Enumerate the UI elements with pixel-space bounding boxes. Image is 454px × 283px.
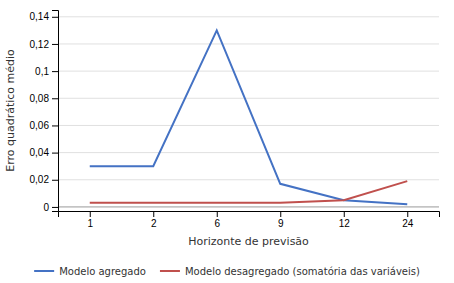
plot: 00,020,040,060,080,10,120,1412691224 xyxy=(30,11,440,230)
y-tick-label: 0,04 xyxy=(30,147,50,158)
x-tick: 24 xyxy=(402,211,414,229)
y-tick: 0 xyxy=(43,202,58,213)
x-tick: 6 xyxy=(214,211,220,229)
y-tick: 0,06 xyxy=(30,120,58,131)
y-tick-mark xyxy=(52,44,58,45)
x-tick: 12 xyxy=(339,211,351,229)
x-tick-mark xyxy=(217,211,218,217)
x-axis: 12691224 xyxy=(59,211,440,229)
grid-line xyxy=(58,179,439,180)
legend-swatch xyxy=(34,270,54,272)
legend-swatch xyxy=(160,270,180,272)
y-tick-mark xyxy=(52,180,58,181)
grid-line xyxy=(58,16,439,17)
y-tick-label: 0,12 xyxy=(30,39,50,50)
y-tick: 0,1 xyxy=(35,66,58,77)
y-tick-mark xyxy=(52,125,58,126)
x-tick-label: 9 xyxy=(278,218,284,229)
y-tick-mark xyxy=(52,153,58,154)
y-tick-label: 0,08 xyxy=(30,93,50,104)
legend: Modelo agregado Modelo desagregado (somat… xyxy=(34,266,420,277)
grid xyxy=(58,17,439,207)
y-tick-label: 0,02 xyxy=(30,174,50,185)
legend-label: Modelo agregado xyxy=(59,266,146,277)
grid-line xyxy=(58,152,439,153)
y-tick-label: 0 xyxy=(43,202,49,213)
grid-line xyxy=(58,43,439,44)
y-axis: 0 0,02 0,04 0,06 0,08 0,1 0,12 0,14 xyxy=(30,11,59,213)
y-tick-label: 0,1 xyxy=(35,66,49,77)
x-tick-label: 2 xyxy=(151,218,157,229)
x-tick-mark xyxy=(344,211,345,217)
x-tick-label: 24 xyxy=(402,218,414,229)
x-tick: 2 xyxy=(151,211,157,229)
y-tick-label: 0,06 xyxy=(30,120,50,131)
y-tick-label: 0,14 xyxy=(30,11,50,22)
legend-item: Modelo desagregado (somatória das variáv… xyxy=(160,266,420,277)
grid-line xyxy=(58,98,439,99)
x-axis-line xyxy=(59,212,440,218)
x-tick-mark xyxy=(407,211,408,217)
y-tick: 0,12 xyxy=(30,39,58,50)
y-tick: 0,04 xyxy=(30,147,58,158)
x-axis-title: Horizonte de previsão xyxy=(188,235,309,248)
grid-line xyxy=(58,206,439,207)
chart: 00,020,040,060,080,10,120,1412691224Hori… xyxy=(0,0,454,283)
x-tick-mark xyxy=(90,211,91,217)
y-axis-title: Erro quadrático médio xyxy=(4,49,17,172)
series-line xyxy=(90,181,408,203)
y-tick: 0,02 xyxy=(30,174,58,185)
grid-line xyxy=(58,71,439,72)
grid-line xyxy=(58,125,439,126)
x-tick-label: 1 xyxy=(87,218,93,229)
x-tick-mark xyxy=(280,211,281,217)
y-tick-mark xyxy=(52,71,58,72)
legend-label: Modelo desagregado (somatória das variáv… xyxy=(185,266,420,277)
y-tick: 0,08 xyxy=(30,93,58,104)
y-axis-line xyxy=(52,11,59,212)
y-tick: 0,14 xyxy=(30,11,58,22)
series-line xyxy=(90,30,408,204)
x-tick: 9 xyxy=(278,211,284,229)
legend-item: Modelo agregado xyxy=(34,266,146,277)
x-tick-label: 12 xyxy=(339,218,351,229)
y-tick-mark xyxy=(52,98,58,99)
x-tick: 1 xyxy=(87,211,93,229)
y-tick-mark xyxy=(52,207,58,208)
y-tick-mark xyxy=(52,17,58,18)
x-tick-mark xyxy=(153,211,154,217)
x-tick-label: 6 xyxy=(214,218,220,229)
series-group xyxy=(90,30,408,204)
